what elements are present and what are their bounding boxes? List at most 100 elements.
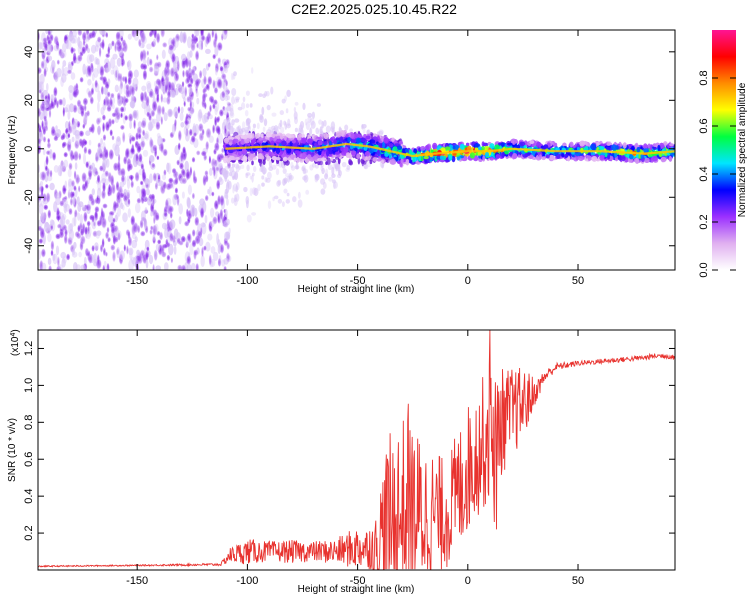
- noise-blob: [184, 129, 190, 142]
- noise-blob: [130, 147, 135, 154]
- noise-blob: [191, 239, 197, 248]
- noise-blob: [133, 119, 137, 130]
- noise-blob: [194, 216, 200, 227]
- noise-blob: [211, 191, 215, 197]
- noise-blob: [119, 80, 124, 90]
- noise-blob: [155, 96, 160, 104]
- noise-blob: [178, 216, 182, 225]
- noise-blob: [131, 239, 138, 249]
- noise-blob: [44, 94, 48, 101]
- noise-blob: [299, 121, 305, 129]
- noise-blob: [141, 49, 147, 61]
- noise-blob: [237, 106, 243, 111]
- noise-blob: [122, 204, 125, 211]
- noise-blob: [142, 69, 148, 81]
- ridge-cell: [590, 152, 596, 156]
- ridge-cell: [307, 154, 312, 160]
- noise-blob: [126, 61, 130, 68]
- noise-blob: [128, 133, 132, 138]
- noise-blob: [110, 92, 115, 99]
- noise-blob: [195, 90, 199, 98]
- noise-blob: [214, 67, 218, 76]
- ridge-cell: [271, 133, 276, 139]
- noise-blob: [156, 32, 161, 44]
- noise-blob: [293, 106, 297, 113]
- snr-panel: -150 -100 -50 0 50 0.2 0.4 0.6 0.8 1.0 1.2 Height…: [7, 329, 676, 595]
- noise-blob: [99, 152, 104, 159]
- noise-blob: [139, 180, 144, 186]
- noise-blob: [62, 50, 67, 58]
- noise-blob: [361, 124, 367, 129]
- noise-blob: [77, 30, 83, 37]
- noise-blob: [314, 174, 319, 179]
- noise-blob: [181, 80, 185, 88]
- noise-blob: [217, 212, 221, 224]
- noise-blob: [275, 168, 280, 176]
- noise-blob: [56, 256, 60, 268]
- noise-blob: [174, 38, 179, 48]
- noise-blob: [182, 146, 187, 155]
- noise-blob: [217, 257, 222, 267]
- noise-blob: [216, 41, 223, 52]
- noise-blob: [155, 121, 161, 131]
- ridge-cell: [282, 156, 288, 162]
- colorbar-tick-label: 0.4: [698, 166, 710, 181]
- ridge-cell: [333, 139, 338, 145]
- noise-blob: [251, 172, 255, 177]
- snr-frame: [37, 329, 676, 571]
- noise-blob: [311, 111, 315, 120]
- noise-blob: [245, 172, 251, 176]
- noise-blob: [213, 99, 218, 106]
- noise-blob: [45, 192, 51, 203]
- noise-blob: [166, 219, 170, 231]
- noise-blob: [111, 103, 115, 110]
- noise-blob: [361, 157, 365, 167]
- noise-blob: [82, 63, 86, 75]
- noise-blob: [231, 96, 235, 105]
- noise-blob: [161, 49, 166, 59]
- noise-blob: [145, 251, 149, 261]
- noise-blob: [303, 168, 308, 174]
- noise-blob: [245, 118, 249, 127]
- ridge-cell: [578, 155, 584, 162]
- noise-blob: [179, 112, 184, 121]
- noise-blob: [65, 104, 71, 112]
- noise-blob: [111, 40, 115, 47]
- ridge-cell: [588, 152, 592, 157]
- noise-blob: [128, 152, 133, 159]
- noise-blob: [154, 84, 160, 96]
- ridge-cell: [669, 143, 674, 147]
- noise-blob: [173, 245, 177, 255]
- noise-blob: [146, 246, 150, 252]
- noise-blob: [302, 175, 307, 181]
- noise-blob: [102, 159, 108, 170]
- ridge-cell: [420, 146, 426, 151]
- noise-blob: [223, 118, 229, 127]
- noise-blob: [251, 160, 254, 166]
- noise-blob: [227, 124, 231, 130]
- ridge-cell: [345, 152, 351, 159]
- ridge-cell: [317, 140, 323, 146]
- noise-blob: [69, 197, 74, 206]
- noise-blob: [214, 159, 218, 168]
- ridge-cell: [287, 134, 292, 138]
- noise-blob: [53, 135, 59, 142]
- noise-blob: [120, 167, 126, 178]
- noise-blob: [298, 127, 303, 135]
- ridge-cell: [469, 152, 475, 159]
- noise-blob: [217, 194, 221, 206]
- noise-blob: [44, 183, 49, 189]
- ridge-cell: [351, 139, 356, 144]
- noise-blob: [226, 101, 230, 105]
- noise-blob: [97, 125, 101, 134]
- noise-blob: [115, 138, 122, 147]
- noise-blob: [112, 250, 116, 263]
- noise-blob: [160, 93, 164, 104]
- ridge-cell: [561, 153, 565, 158]
- noise-blob: [67, 223, 73, 234]
- ridge-cell: [529, 140, 535, 145]
- x-tick-label: -50: [350, 275, 366, 287]
- noise-blob: [285, 199, 290, 204]
- noise-blob: [199, 206, 205, 219]
- noise-blob: [53, 165, 59, 173]
